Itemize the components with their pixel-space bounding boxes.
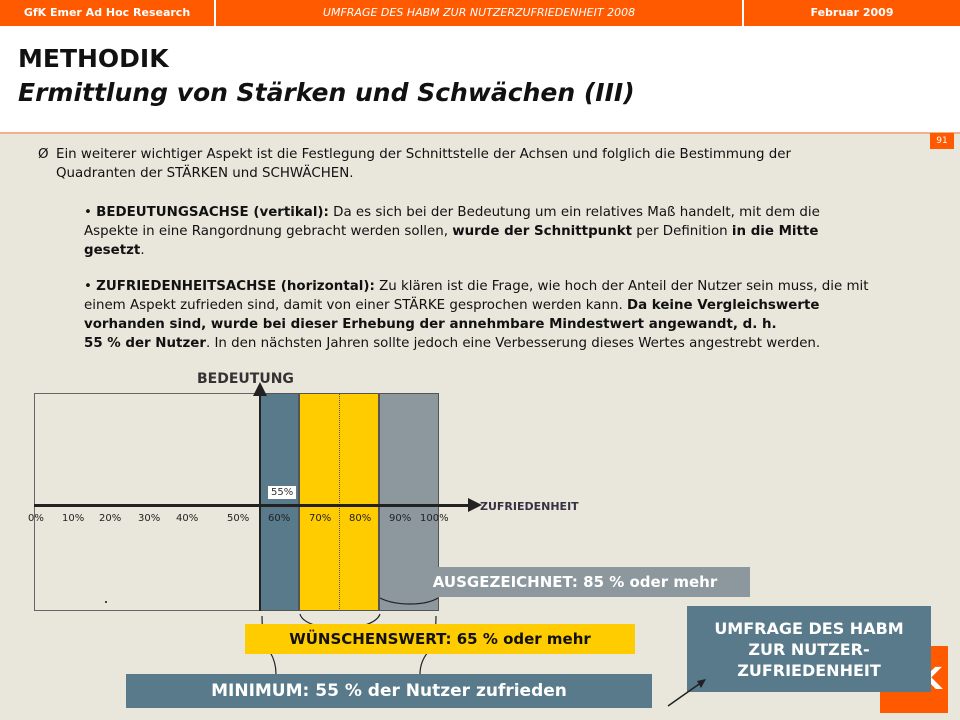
bullet-icon: •: [84, 205, 97, 220]
zufriedenheit-paragraph: • ZUFRIEDENHEITSACHSE (horizontal): Zu k…: [84, 277, 874, 353]
slide-header: [0, 26, 960, 132]
label-minimum: MINIMUM: 55 % der Nutzer zufrieden: [126, 674, 652, 708]
callout-line: ZUFRIEDENHEIT: [737, 660, 881, 680]
para2-bold2: Da keine Vergleichswerte vorhanden sind,…: [84, 298, 820, 332]
intro-text: Ein weiterer wichtiger Aspekt ist die Fe…: [56, 147, 791, 181]
bedeutung-paragraph: • BEDEUTUNGSACHSE (vertikal): Da es sich…: [84, 203, 874, 260]
company-name: GfK Emer Ad Hoc Research: [23, 6, 191, 19]
page-subtitle: Ermittlung von Stärken und Schwächen (II…: [18, 78, 635, 107]
x-tick-label: 20%: [99, 513, 122, 524]
intro-paragraph: Ø Ein weiterer wichtiger Aspekt ist die …: [38, 145, 868, 183]
x-tick-label: 50%: [227, 513, 250, 524]
para1-bold3: in die Mitte gesetzt: [84, 224, 819, 258]
y-axis-arrow-icon: [253, 382, 267, 396]
para2-lead: ZUFRIEDENHEITSACHSE (horizontal):: [96, 279, 375, 294]
para1-lead: BEDEUTUNGSACHSE (vertikal):: [96, 205, 329, 220]
band-divider: [339, 393, 340, 611]
x-tick-label: 0%: [28, 513, 44, 524]
y-axis-label: BEDEUTUNG: [197, 371, 294, 387]
arrow-bullet-icon: Ø: [38, 147, 49, 162]
top-separator: [742, 0, 744, 26]
bullet-icon: •: [84, 279, 97, 294]
x-axis: [34, 504, 470, 507]
para1-text1: Da es sich bei der Bedeutung um ein rela…: [84, 205, 820, 239]
label-wuenschenswert: WÜNSCHENSWERT: 65 % oder mehr: [245, 624, 635, 654]
x-tick-label: 30%: [138, 513, 161, 524]
para2-text1: Zu klären ist die Frage, wie hoch der An…: [84, 279, 869, 313]
para1-bold2: wurde der Schnittpunkt: [452, 224, 633, 239]
para1-text3: .: [140, 243, 145, 258]
para2-bold3: 55 % der Nutzer: [84, 336, 206, 351]
x-tick-label: 80%: [349, 513, 372, 524]
para1-text2: per Definition: [632, 224, 732, 239]
para2-text3: . In den nächsten Jahren sollte jedoch e…: [205, 336, 821, 351]
callout-line: ZUR NUTZER-: [748, 639, 870, 659]
x-tick-label: 40%: [176, 513, 199, 524]
x-axis-label: ZUFRIEDENHEIT: [480, 500, 579, 513]
report-date: Februar 2009: [810, 6, 894, 19]
brace-ausgezeichnet: [379, 597, 439, 605]
callout-line: UMFRAGE DES HABM: [714, 618, 904, 638]
y-axis: [259, 388, 261, 611]
top-bar: [0, 0, 960, 26]
intersection-label: 55%: [268, 486, 297, 499]
page-title: METHODIK: [18, 44, 169, 73]
top-separator: [214, 0, 216, 26]
x-tick-label: 100%: [420, 513, 449, 524]
label-ausgezeichnet: AUSGEZEICHNET: 85 % oder mehr: [400, 567, 750, 597]
header-rule: [0, 132, 960, 134]
page-number: 91: [930, 133, 954, 149]
survey-callout: UMFRAGE DES HABM ZUR NUTZER- ZUFRIEDENHE…: [687, 606, 931, 692]
marker-dot: [105, 601, 107, 603]
x-tick-label: 10%: [62, 513, 85, 524]
x-tick-label: 60%: [268, 513, 291, 524]
x-tick-label: 70%: [309, 513, 332, 524]
x-tick-label: 90%: [389, 513, 412, 524]
survey-title: UMFRAGE DES HABM ZUR NUTZERZUFRIEDENHEIT…: [322, 6, 636, 19]
x-axis-arrow-icon: [468, 498, 482, 512]
